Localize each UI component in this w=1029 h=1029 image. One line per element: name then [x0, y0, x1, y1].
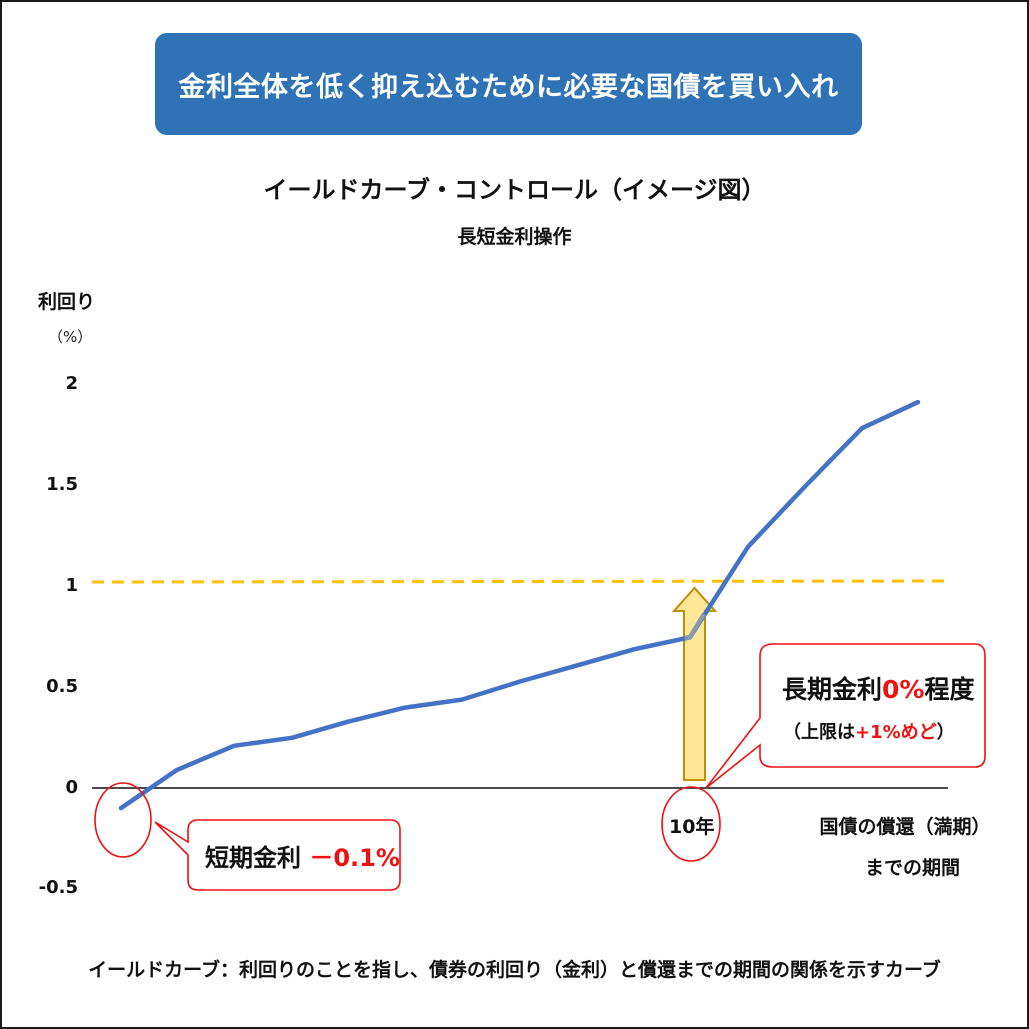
y-tick-minus-0-5: -0.5 [38, 877, 78, 898]
chart-subtitle: 長短金利操作 [457, 226, 572, 248]
x-axis-label-line1: 国債の償還（満期） [819, 816, 991, 838]
sub-close: ） [936, 722, 955, 743]
long-term-callout-sub: （上限は+1%めど） [783, 718, 955, 744]
long-term-label: 長期金利 [782, 675, 883, 704]
curve-overlap-segment [684, 612, 706, 641]
long-term-callout-title: 長期金利0%程度 [782, 670, 974, 706]
y-tick-1-5: 1.5 [46, 474, 78, 495]
headline-text: 金利全体を低く抑え込むために必要な国債を買い入れ [178, 71, 839, 103]
x-axis-label-line2: までの期間 [864, 857, 960, 879]
short-term-highlight-circle [94, 782, 152, 858]
up-arrow-icon [671, 586, 718, 781]
y-tick-1: 1 [65, 575, 78, 596]
long-term-callout-bubble [705, 643, 986, 789]
long-term-suffix: 程度 [924, 675, 975, 704]
sub-open: （上限は [783, 722, 855, 743]
short-term-callout-text: 短期金利 －0.1% [205, 838, 400, 873]
cap-line-1-percent [91, 579, 951, 584]
ten-year-label: 10年 [669, 816, 715, 838]
y-tick-0: 0 [65, 777, 78, 798]
short-term-value: －0.1% [309, 844, 400, 872]
short-term-label: 短期金利 [205, 844, 301, 872]
ten-year-highlight-circle [661, 786, 721, 862]
y-axis-label: 利回り [38, 291, 96, 313]
long-term-value: 0% [882, 675, 925, 704]
y-tick-0-5: 0.5 [46, 676, 78, 697]
yield-curve-line [118, 399, 921, 811]
headline-banner: 金利全体を低く抑え込むために必要な国債を買い入れ [155, 33, 862, 135]
chart-title: イールドカーブ・コントロール（イメージ図） [263, 176, 766, 204]
footnote: イールドカーブ：利回りのことを指し、債券の利回り（金利）と償還までの期間の関係を… [88, 959, 941, 981]
y-tick-2: 2 [65, 373, 78, 394]
y-axis-unit: （%） [48, 328, 93, 346]
short-term-callout-bubble [154, 819, 401, 891]
cap-value: +1%めど [855, 722, 937, 743]
